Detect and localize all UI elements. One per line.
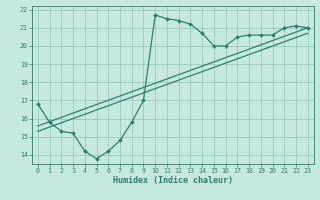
X-axis label: Humidex (Indice chaleur): Humidex (Indice chaleur) (113, 176, 233, 185)
